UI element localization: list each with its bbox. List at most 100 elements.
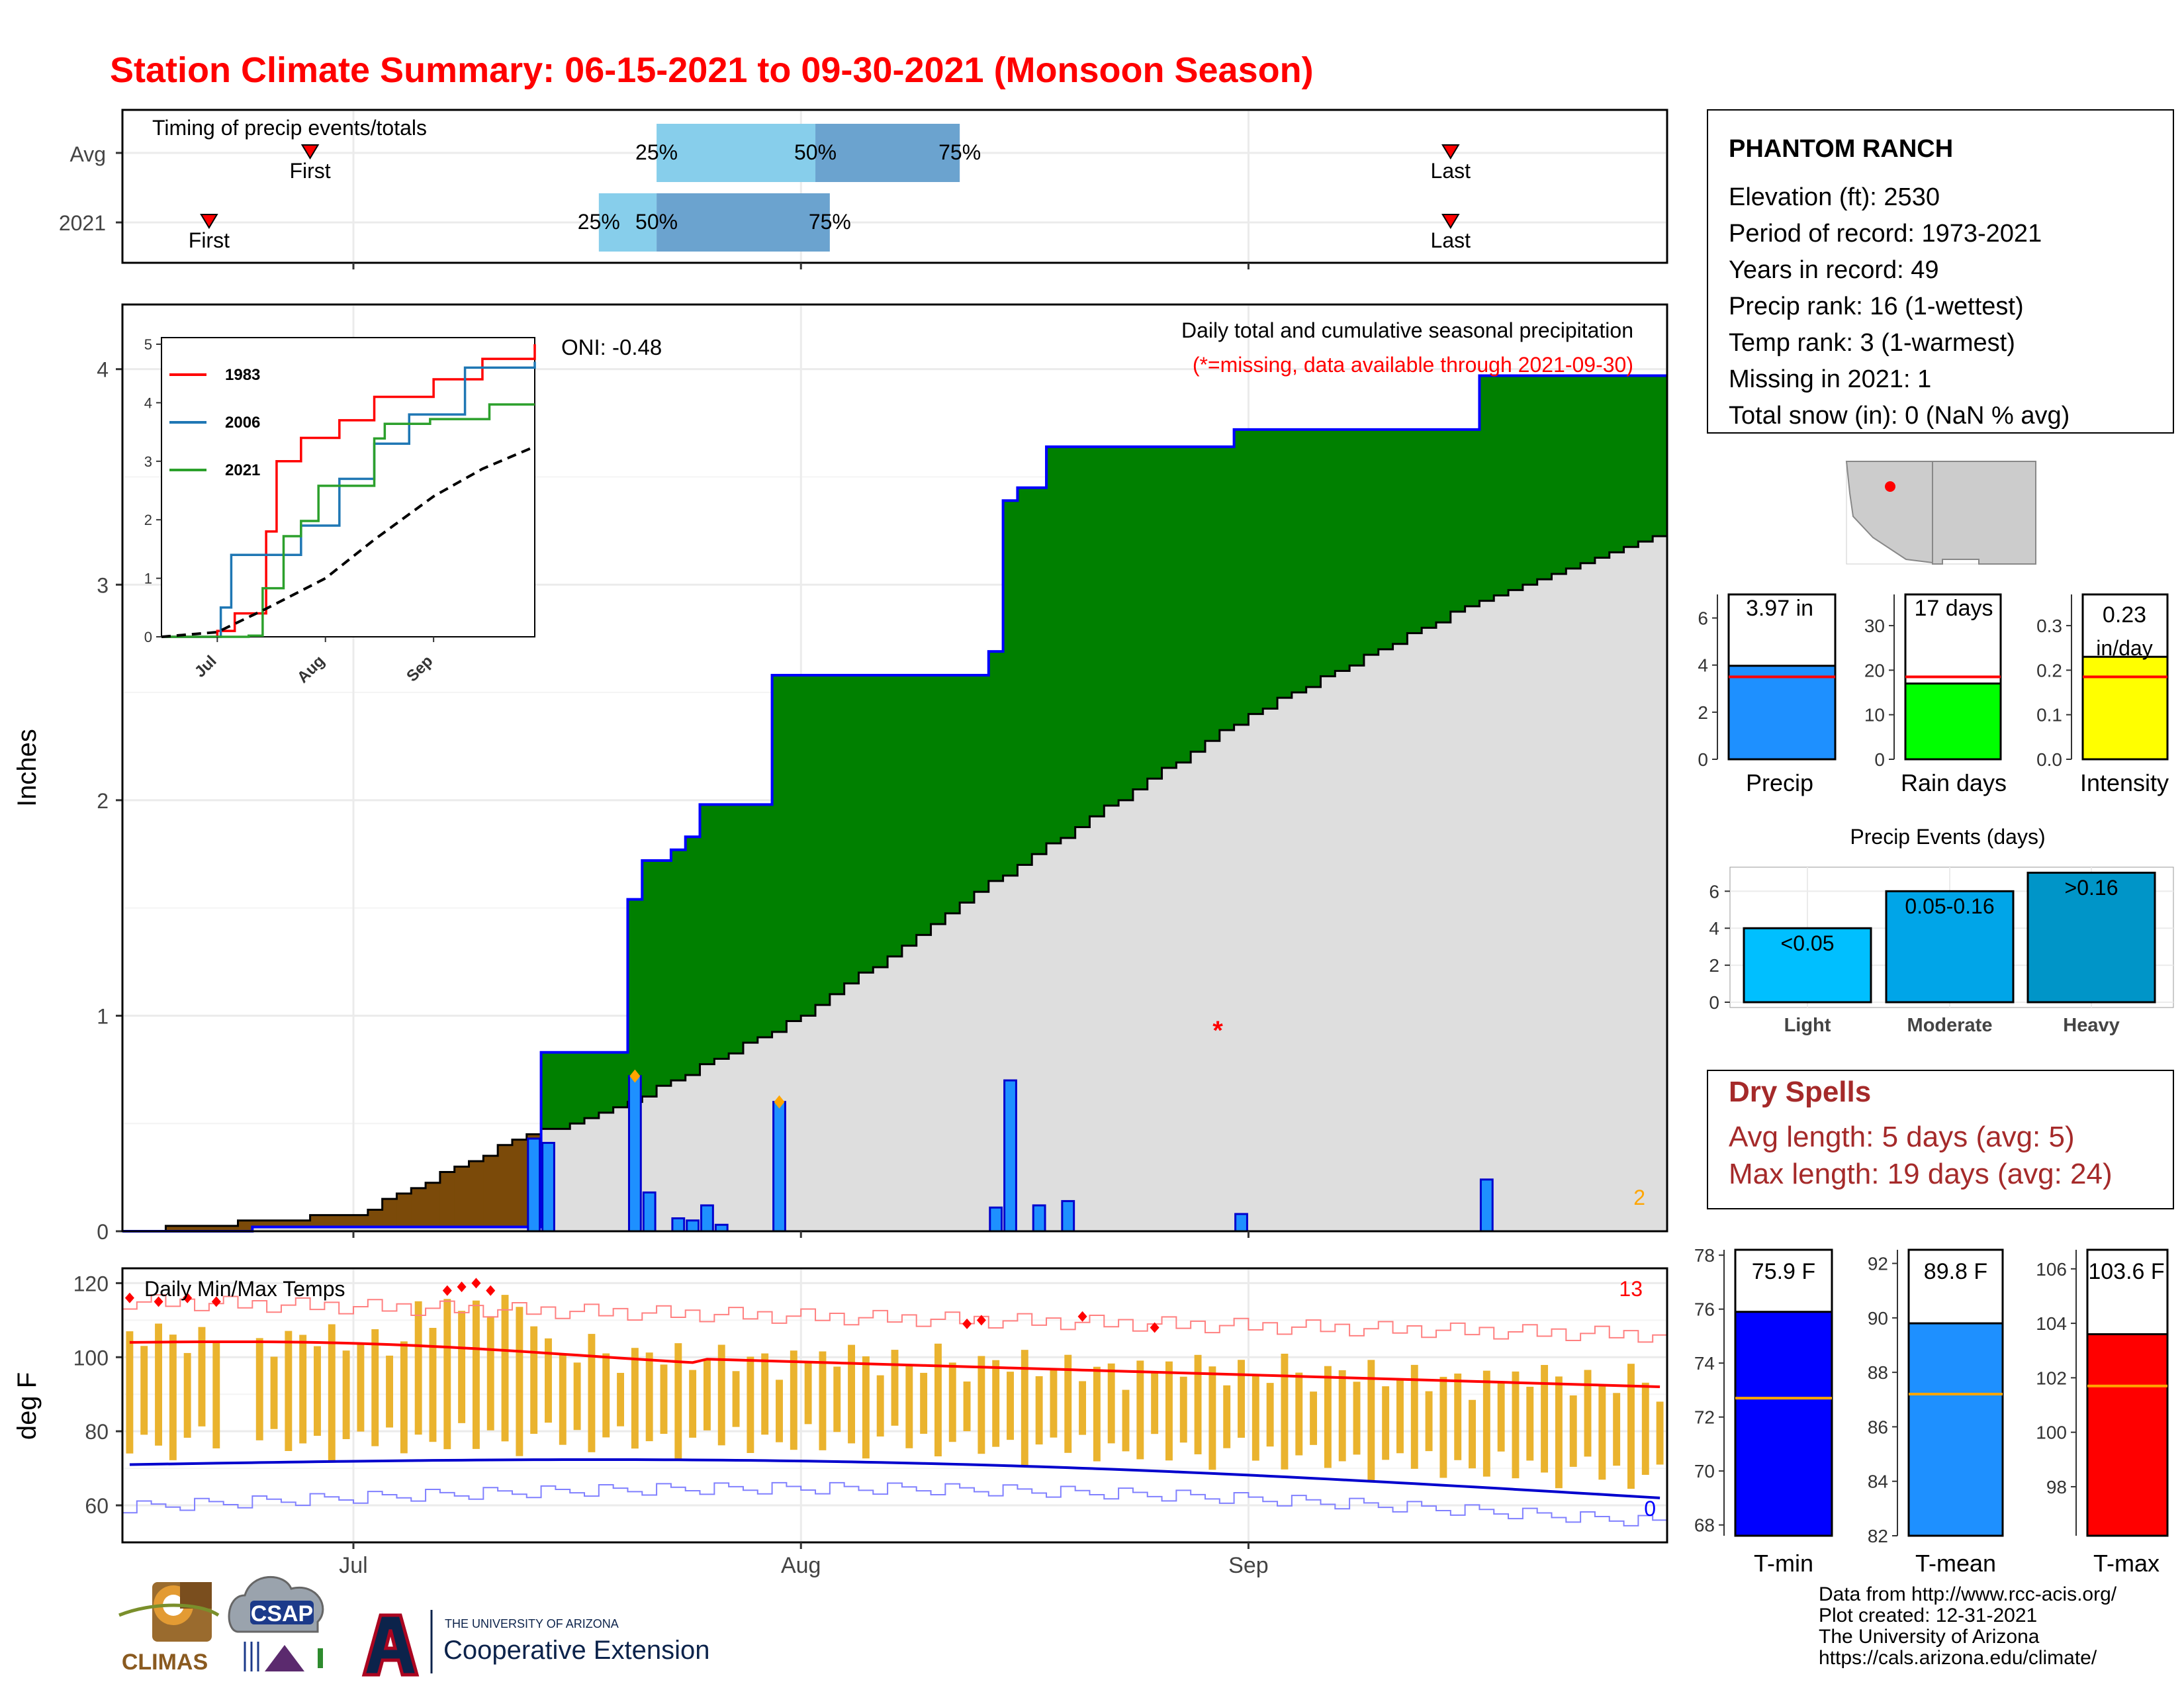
daily-temp-bar (1541, 1364, 1549, 1473)
surplus-area (1465, 429, 1480, 606)
csap-logo-text: CSAP (251, 1601, 313, 1626)
daily-temp-bar (848, 1344, 856, 1444)
tmin-summary-ytick-label: 74 (1694, 1353, 1715, 1374)
daily-temp-bar (1613, 1393, 1621, 1466)
surplus-area (1508, 375, 1524, 590)
surplus-area (1003, 500, 1019, 876)
tmean-summary-label: T-mean (1915, 1550, 1996, 1577)
daily-temp-bar (1367, 1360, 1375, 1481)
tmax-summary-ytick-label: 98 (2046, 1477, 2067, 1497)
surplus-area (627, 899, 643, 1102)
credit-data-source: Data from http://www.rcc-acis.org/ (1819, 1583, 2117, 1605)
timing-q2-bar (657, 193, 830, 252)
inset-legend-label: 1983 (225, 366, 260, 384)
daily-temp-bar (1223, 1385, 1231, 1448)
surplus-area (1378, 429, 1394, 649)
daily-temp-bar (1555, 1376, 1563, 1489)
precip-ytick-label: 0 (97, 1220, 109, 1244)
surplus-area (829, 675, 845, 994)
daily-temp-bar (1469, 1399, 1476, 1469)
daily-temp-bar (1194, 1354, 1202, 1454)
surplus-area (1176, 446, 1191, 763)
credit-plot-created: Plot created: 12-31-2021 (1819, 1605, 2037, 1626)
daily-temp-bar (1251, 1375, 1259, 1461)
daily-temp-bar (660, 1364, 668, 1434)
daily-temp-bar (516, 1307, 523, 1456)
inset-ytick-label: 2 (144, 512, 152, 528)
precip-summary-ytick-label: 4 (1698, 655, 1708, 676)
events-ytick-label: 4 (1709, 918, 1719, 939)
daily-temp-bar (183, 1352, 191, 1438)
daily-temp-bar (400, 1341, 408, 1454)
daily-temp-bar (862, 1356, 870, 1459)
daily-temp-bar (776, 1380, 783, 1442)
events-light-label: Light (1784, 1015, 1831, 1036)
daily-temp-bar (617, 1372, 625, 1427)
daily-temp-bar (443, 1299, 451, 1450)
timing-q2-bar (815, 124, 960, 182)
daily-temp-bar (703, 1359, 711, 1430)
surplus-area (873, 675, 888, 968)
tmin-summary-ytick-label: 70 (1694, 1461, 1715, 1481)
climas-logo: CLIMAS (118, 1582, 220, 1675)
timing-p25-label: 25% (578, 210, 620, 234)
record-high-marker (457, 1281, 467, 1292)
timing-last-marker (1441, 144, 1460, 160)
tmin-summary-value: 75.9 F (1752, 1259, 1815, 1284)
surplus-area (1407, 429, 1422, 633)
temp-summary-bars: 68 70 72 74 76 78 82 84 86 88 90 92 98 100 102 104 106 7… (1694, 1245, 2169, 1577)
precip-ytick-label: 1 (97, 1004, 109, 1028)
surplus-area (714, 804, 729, 1059)
daily-temp-bar (1281, 1353, 1289, 1470)
precip-summary-ytick-label: 2 (1698, 702, 1708, 723)
station-snow: Total snow (in): 0 (NaN % avg) (1729, 402, 2070, 430)
daily-precip-bar (671, 1217, 686, 1233)
surplus-area (901, 675, 917, 946)
surplus-area (1017, 487, 1032, 865)
daily-temp-bar (1007, 1372, 1014, 1440)
dry-spells-title: Dry Spells (1729, 1076, 1871, 1108)
daily-temp-bar (486, 1316, 494, 1430)
events-ytick-label: 2 (1709, 955, 1719, 976)
record-high-marker (486, 1285, 496, 1296)
daily-temp-bar (992, 1360, 1000, 1447)
daily-temp-bar (804, 1362, 812, 1425)
surplus-area (1248, 429, 1263, 714)
surplus-area (1609, 375, 1625, 553)
daily-temp-bar (1093, 1366, 1101, 1462)
surplus-area (1205, 446, 1220, 741)
daily-temp-bar (1310, 1391, 1318, 1445)
daily-temp-bar (761, 1353, 769, 1435)
station-info-box: PHANTOM RANCH Elevation (ft): 2530 Perio… (1707, 109, 2174, 434)
deficit-area (411, 1188, 426, 1227)
daily-temp-bar (1165, 1361, 1173, 1461)
avg-tmin-line (129, 1458, 1661, 1499)
precip-events-chart: Precip Events (days) 0 2 4 6 <0.05 0.05-0.1… (1709, 825, 2174, 1036)
daily-temp-bar (1136, 1360, 1144, 1460)
daily-temp-bar (948, 1362, 956, 1442)
raindays-summary-ytick-label: 10 (1864, 705, 1885, 726)
tmin-summary-ytick-label: 68 (1694, 1515, 1715, 1536)
surplus-area (1392, 429, 1408, 644)
surplus-area (1032, 487, 1047, 855)
events-moderate-text: 0.05-0.16 (1905, 894, 1994, 918)
station-temp-rank: Temp rank: 3 (1-warmest) (1729, 329, 2015, 357)
tmax-summary-ytick-label: 104 (2036, 1313, 2067, 1334)
deficit-area (498, 1145, 513, 1227)
daily-temp-bar (1151, 1372, 1159, 1434)
credit-university: The University of Arizona (1819, 1626, 2040, 1648)
timing-last-marker (1441, 214, 1460, 229)
inset-series-1983 (161, 344, 536, 638)
precip-ytick-label: 2 (97, 789, 109, 813)
daily-precip-bar (627, 1075, 642, 1233)
tmean-summary-ytick-label: 88 (1868, 1362, 1888, 1383)
daily-temp-bar (501, 1295, 509, 1442)
timing-last-label: Last (1431, 159, 1471, 183)
surplus-area (974, 675, 989, 892)
daily-temp-bar (1208, 1366, 1216, 1470)
events-heavy-text: >0.16 (2065, 876, 2118, 900)
events-bar-light (1743, 927, 1872, 1004)
record-high-count: 13 (1619, 1277, 1643, 1301)
deficit-area (454, 1166, 470, 1227)
